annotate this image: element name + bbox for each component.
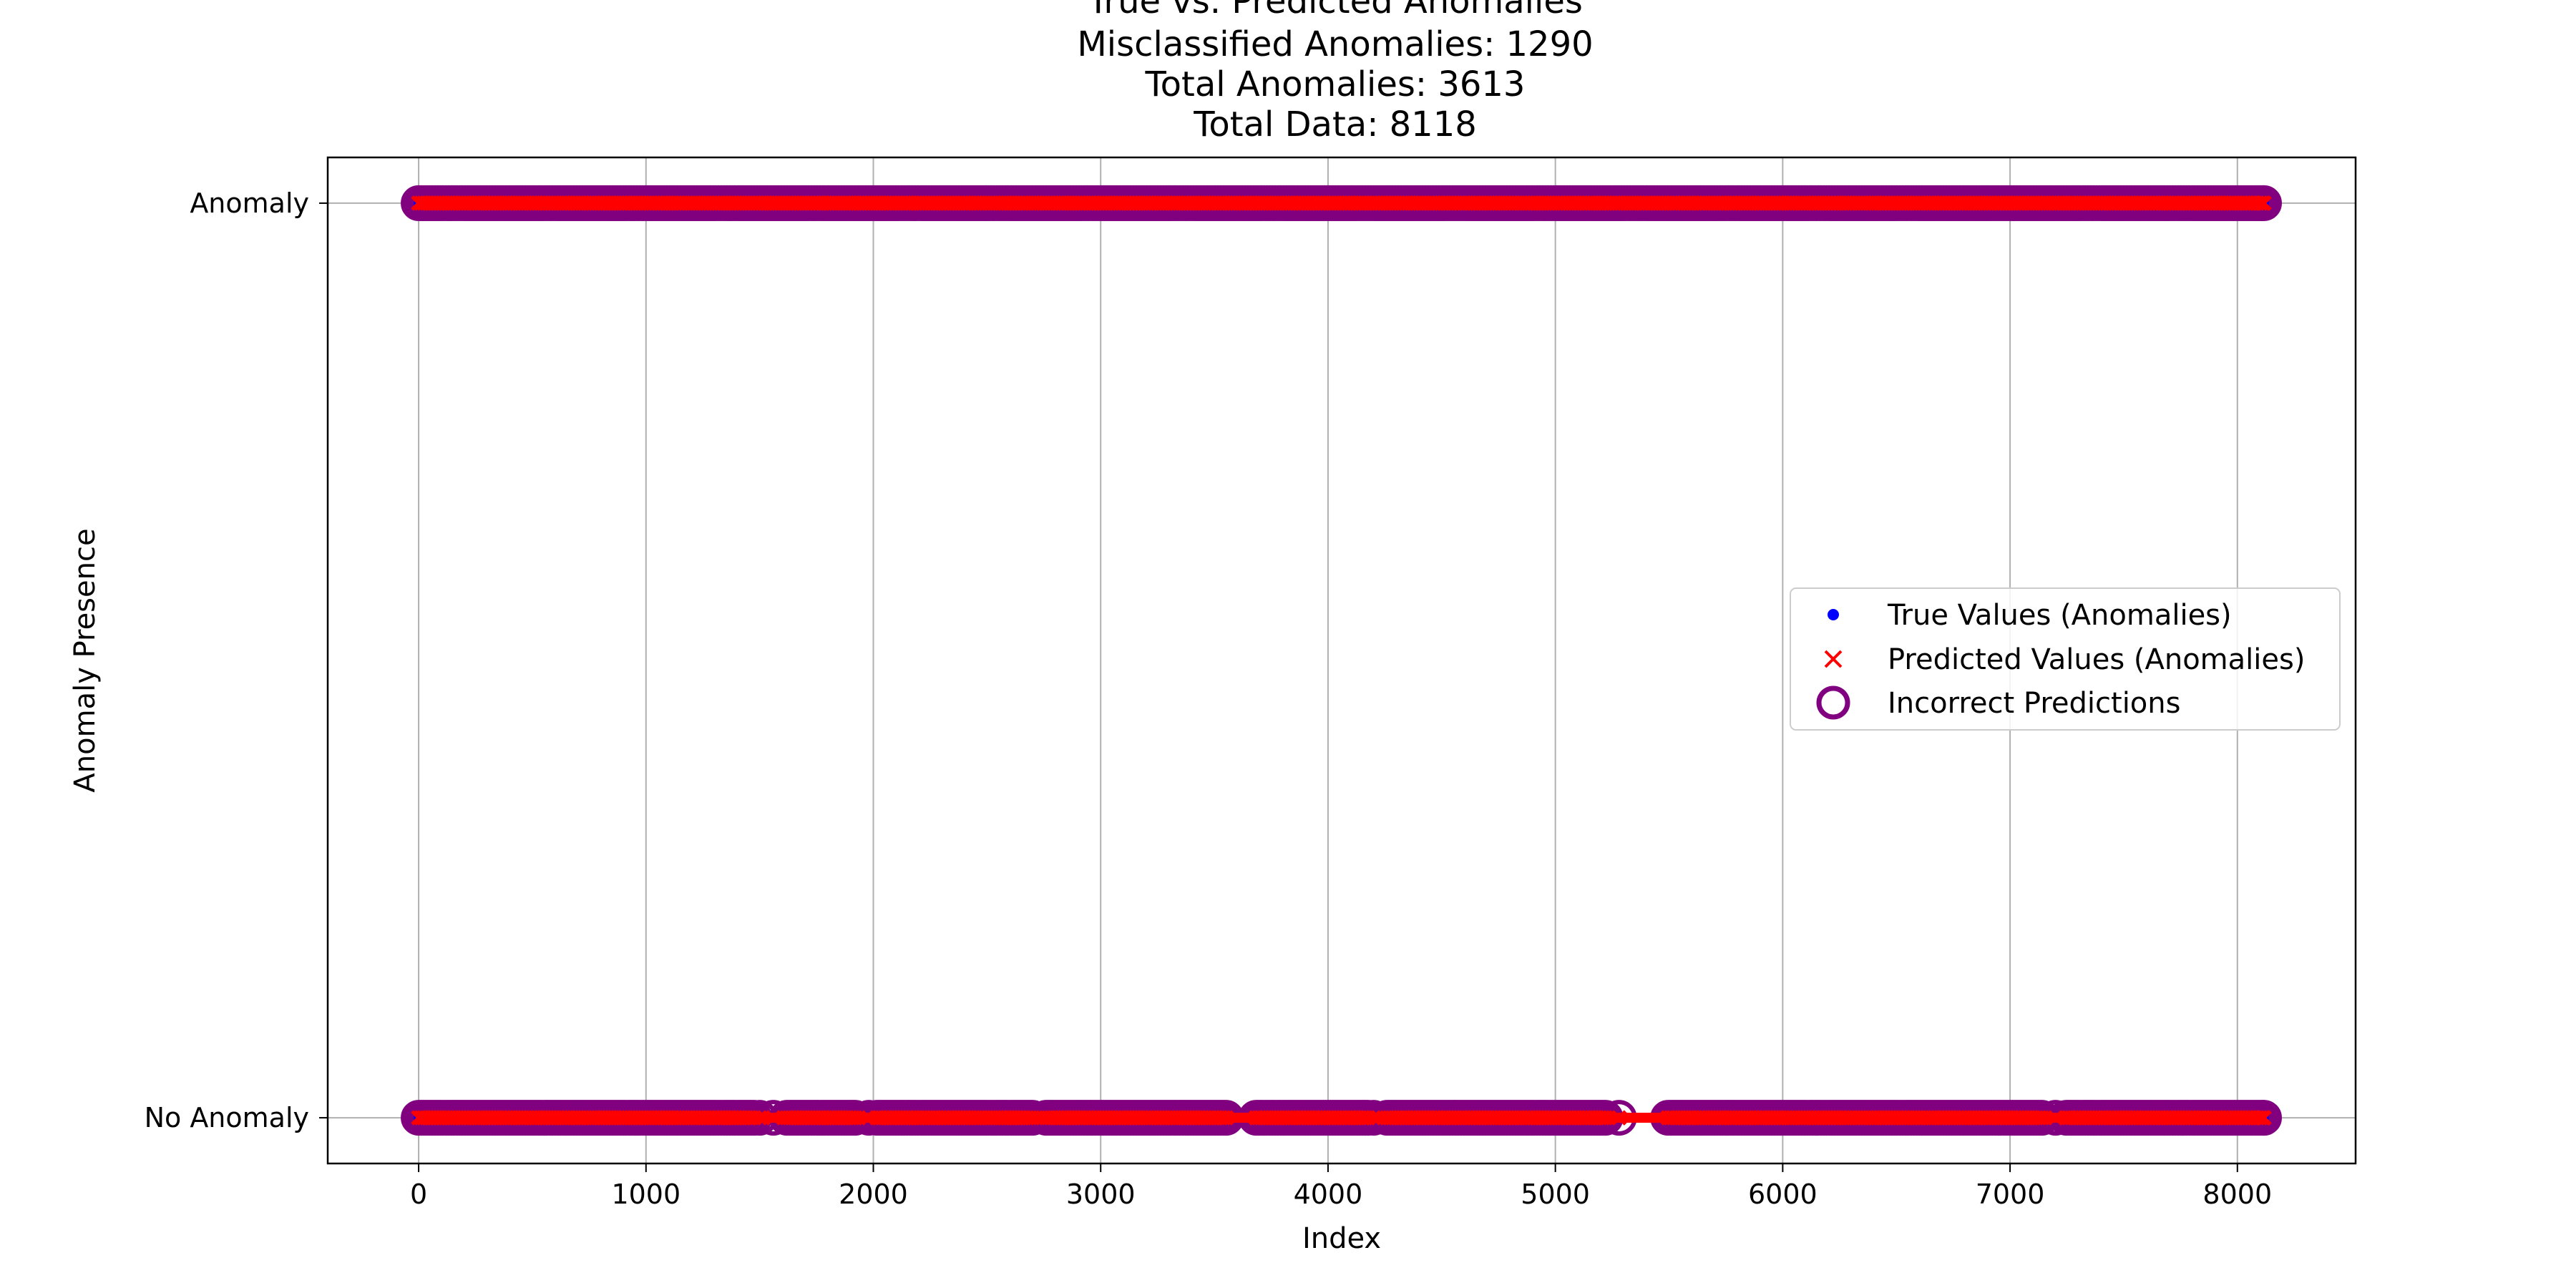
title-line-1: True vs. Predicted Anomalies bbox=[1087, 0, 1583, 21]
chart-title: True vs. Predicted Anomalies Misclassifi… bbox=[1077, 0, 1593, 145]
title-line-4: Total Data: 8118 bbox=[1193, 104, 1477, 145]
title-line-2: Misclassified Anomalies: 1290 bbox=[1077, 24, 1593, 64]
title-line-3: Total Anomalies: 3613 bbox=[1145, 64, 1526, 104]
plot-points bbox=[401, 185, 2282, 1136]
